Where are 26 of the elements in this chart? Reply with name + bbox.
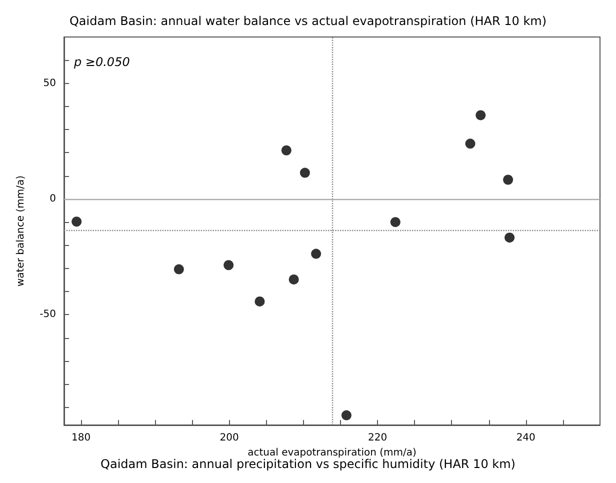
point [476, 110, 486, 120]
point [341, 410, 352, 420]
y-tick-label: 0 [50, 193, 56, 204]
point [254, 296, 265, 306]
text: Qaidam Basin: annual precipitation vs specific humidity (HAR 10 km) [100, 457, 516, 471]
point [72, 216, 82, 227]
point [300, 168, 310, 178]
x-tick-label: 240 [516, 432, 536, 444]
point [504, 232, 515, 243]
point [465, 138, 476, 149]
y-tick-label: -50 [40, 309, 56, 320]
point [281, 145, 292, 156]
x-axis-title: actual evapotranspiration (mm/a) [248, 447, 417, 458]
point [311, 248, 322, 259]
annotation: p ≥0.050 [73, 55, 130, 69]
chart-title: Qaidam Basin: annual water balance vs actual evapotranspiration (HAR 10 km) [69, 14, 547, 28]
point [390, 217, 400, 228]
point [288, 274, 299, 284]
x-tick-label: 200 [220, 432, 239, 444]
point [224, 260, 234, 270]
x-tick-label: 180 [72, 432, 91, 444]
point [174, 264, 184, 274]
point [503, 174, 514, 185]
y-axis-title: water balance (mm/a) [16, 175, 26, 287]
y-tick-label: 50 [43, 78, 56, 89]
x-tick-label: 220 [368, 432, 388, 444]
